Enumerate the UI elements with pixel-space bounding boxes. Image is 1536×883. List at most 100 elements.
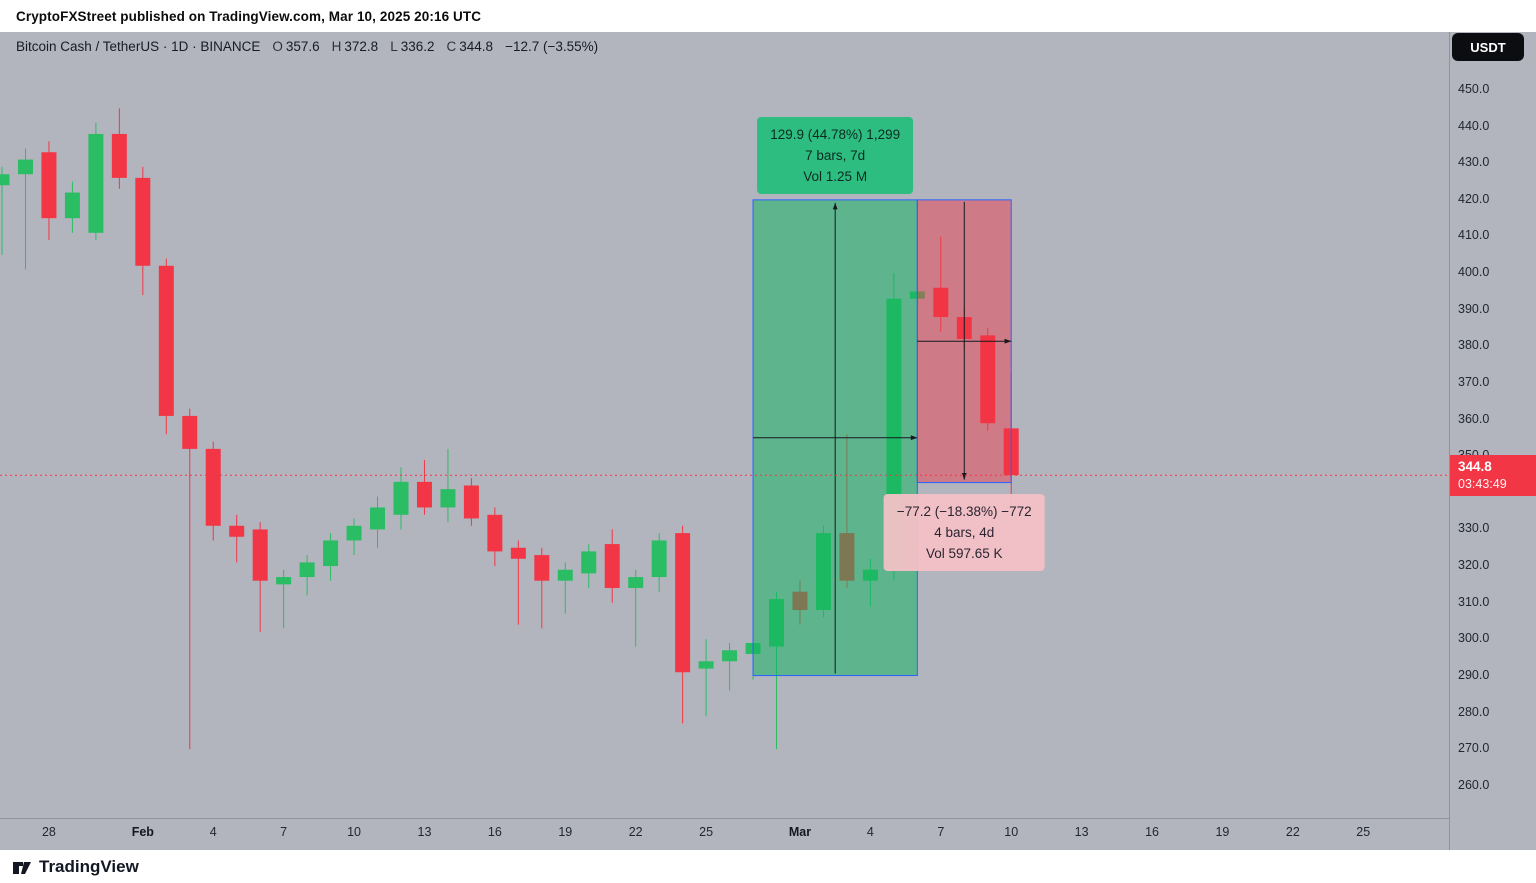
price-range-label-loss[interactable]: −77.2 (−18.38%) −772 4 bars, 4d Vol 597.… [883,493,1045,571]
loss-change-line: −77.2 (−18.38%) −772 [896,503,1032,519]
candle-up[interactable] [17,159,33,175]
time-tick-label: 13 [417,825,432,839]
ohlc-low: L 336.2 [390,39,435,54]
gain-volume-line: Vol 1.25 M [803,168,868,184]
candle-down[interactable] [205,448,221,526]
tradingview-wordmark[interactable]: TradingView [39,856,139,876]
time-tick-label: 28 [41,825,56,839]
price-tick-label: 330.0 [1458,521,1490,536]
chart-legend: Bitcoin Cash / TetherUS · 1D · BINANCE O… [16,39,598,54]
candle-down[interactable] [487,514,503,552]
price-tick-label: 320.0 [1458,558,1490,573]
time-tick-label: 16 [1145,825,1159,839]
candle-down[interactable] [604,544,620,589]
price-tick-label: 410.0 [1458,228,1490,243]
candle-down[interactable] [158,265,174,416]
current-price-value: 344.8 [1458,459,1492,474]
time-tick-label: 7 [937,825,945,839]
candle-up[interactable] [698,661,714,669]
ohlc-close: C 344.8 [446,39,494,54]
price-tick-label: 420.0 [1458,191,1490,206]
ohlc-high: H 372.8 [331,39,379,54]
candle-down[interactable] [111,133,127,178]
price-tick-label: 270.0 [1458,741,1490,756]
price-axis[interactable]: USDT 344.8 03:43:49 450.0 440.0 430.0 420.0… [1449,0,1536,850]
candle-down[interactable] [675,533,691,673]
candle-up[interactable] [0,174,10,186]
symbol-title[interactable]: Bitcoin Cash / TetherUS · 1D · BINANCE [16,39,261,54]
candle-down[interactable] [135,177,151,266]
time-tick-label: Mar [788,825,812,839]
price-tick-label: 290.0 [1458,667,1490,682]
candle-down[interactable] [980,335,996,424]
time-tick-label: 19 [1215,825,1230,839]
attribution-text: CryptoFXStreet published on TradingView.… [16,8,482,24]
price-tick-label: 280.0 [1458,704,1490,719]
candle-up[interactable] [557,569,573,581]
candle-up[interactable] [651,540,667,578]
candle-up[interactable] [370,507,386,530]
candle-up[interactable] [276,577,292,585]
time-tick-label: 22 [1285,825,1300,839]
price-tick-label: 360.0 [1458,411,1490,426]
time-tick-label: 10 [347,825,361,839]
time-tick-label: 7 [280,825,288,839]
candle-down[interactable] [510,547,526,559]
loss-bars-line: 4 bars, 4d [934,524,995,540]
tradingview-logo-icon[interactable] [12,857,32,877]
candle-down[interactable] [182,415,198,449]
time-tick-label: 4 [209,825,217,839]
candle-up[interactable] [299,562,315,578]
measure-arrow-head [1004,338,1012,344]
watermark-bar: TradingView [0,850,1536,883]
candle-up[interactable] [581,551,597,574]
time-tick-label: 13 [1074,825,1089,839]
price-tick-label: 370.0 [1458,374,1490,389]
price-tick-label: 430.0 [1458,155,1490,170]
candle-up[interactable] [393,481,409,515]
candle-down[interactable] [463,485,479,519]
price-chart-canvas[interactable] [0,0,1449,850]
gain-bars-line: 7 bars, 7d [805,147,866,163]
gain-change-line: 129.9 (44.78%) 1,299 [770,126,901,142]
candle-up[interactable] [323,540,339,567]
candle-up[interactable] [628,577,644,589]
price-tick-label: 390.0 [1458,301,1490,316]
candle-down[interactable] [252,529,268,581]
measure-arrow-head [910,435,918,441]
ohlc-open: O 357.6 [272,39,320,54]
time-tick-label: 4 [866,825,874,839]
time-tick-label: 25 [699,825,714,839]
measure-arrow-head [832,202,838,210]
price-tick-label: 310.0 [1458,594,1490,609]
loss-volume-line: Vol 597.65 K [925,545,1003,561]
price-tick-label: 300.0 [1458,631,1490,646]
candle-up[interactable] [64,192,80,219]
time-tick-label: 10 [1004,825,1019,839]
time-tick-label: 22 [628,825,643,839]
candle-down[interactable] [229,525,245,537]
price-tick-label: 380.0 [1458,338,1490,353]
candle-down[interactable] [41,152,57,219]
price-range-label-gain[interactable]: 129.9 (44.78%) 1,299 7 bars, 7d Vol 1.25… [757,116,914,194]
countdown-timer: 03:43:49 [1458,477,1507,491]
candle-up[interactable] [88,133,104,233]
current-price-tag: 344.8 03:43:49 [1450,455,1536,496]
candle-up[interactable] [440,489,456,508]
candle-up[interactable] [722,650,738,662]
price-tick-label: 450.0 [1458,82,1490,96]
time-tick-label: Feb [131,825,154,839]
time-tick-label: 16 [487,825,502,839]
price-tick-label: 400.0 [1458,265,1490,280]
change-value: −12.7 (−3.55%) [505,39,599,54]
candle-down[interactable] [933,287,949,318]
price-tick-label: 440.0 [1458,118,1490,133]
time-axis[interactable]: 28 Feb 4 7 10 13 16 19 22 25 Mar 4 7 10 13 16 19 22 25 [0,818,1449,850]
candle-up[interactable] [346,525,362,541]
price-tick-label: 260.0 [1458,777,1490,792]
candle-down[interactable] [416,481,432,508]
time-tick-label: 25 [1356,825,1371,839]
currency-usdt-button[interactable]: USDT [1452,33,1524,61]
candle-down[interactable] [534,555,550,581]
